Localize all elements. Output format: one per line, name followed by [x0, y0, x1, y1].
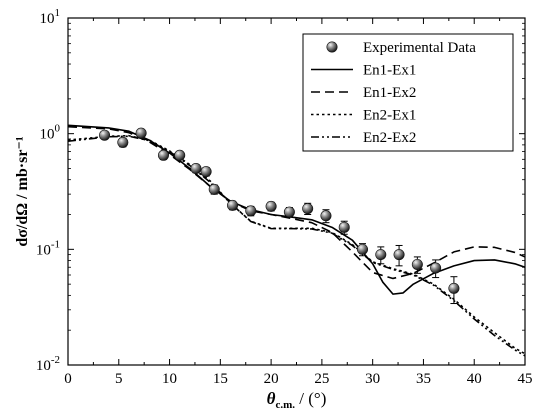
- x-tick-label: 15: [213, 371, 228, 387]
- y-tick-label: 101: [40, 7, 61, 27]
- x-tick-label: 35: [416, 371, 431, 387]
- legend-box: [302, 33, 514, 152]
- data-point: [157, 149, 169, 161]
- legend: Experimental Data En1-Ex1 En1-Ex2 En2-Ex1 En…: [302, 33, 514, 152]
- data-point: [357, 243, 369, 255]
- data-point: [190, 162, 202, 174]
- x-tick-label: 40: [467, 371, 482, 387]
- legend-label: Experimental Data: [363, 40, 476, 56]
- axes: 0 5 10 15 20 25 30 35 40 45 10-2 10-1 100 101: [36, 7, 533, 387]
- x-tick-label: 20: [264, 371, 279, 387]
- y-axis-title: dσ/dΩ / mb·sr⁻¹: [14, 136, 31, 247]
- data-point: [200, 166, 212, 178]
- data-point: [99, 129, 111, 141]
- data-point: [430, 262, 442, 274]
- data-point: [227, 199, 239, 211]
- x-tick-label: 10: [162, 371, 177, 387]
- legend-label: En1-Ex2: [363, 85, 416, 101]
- y-tick-label: 10-2: [36, 354, 60, 374]
- data-point: [411, 258, 423, 270]
- x-tick-label: 45: [518, 371, 533, 387]
- data-point: [338, 221, 350, 233]
- y-tick-label: 100: [40, 123, 61, 143]
- data-point: [448, 282, 460, 294]
- x-tick-label: 0: [64, 371, 72, 387]
- data-point: [245, 205, 257, 217]
- data-point: [320, 210, 332, 222]
- data-point: [375, 249, 387, 261]
- data-point: [208, 183, 220, 195]
- legend-label: En2-Ex2: [363, 130, 416, 146]
- legend-label: En2-Ex1: [363, 108, 416, 124]
- legend-label: En1-Ex1: [363, 63, 416, 79]
- data-points: [99, 127, 460, 305]
- data-point: [283, 206, 295, 218]
- curve-en2-ex2: [68, 135, 525, 357]
- x-tick-label: 5: [115, 371, 123, 387]
- data-point: [174, 149, 186, 161]
- y-tick-label: 10-1: [36, 238, 60, 258]
- curve-en2-ex1: [68, 134, 525, 355]
- x-tick-label: 30: [365, 371, 380, 387]
- x-tick-label: 25: [314, 371, 329, 387]
- data-point: [117, 136, 129, 148]
- curve-en1-ex1: [68, 124, 525, 295]
- data-point: [393, 249, 405, 261]
- data-point: [302, 203, 314, 215]
- data-point: [265, 200, 277, 212]
- x-axis-title: θc.m. / (°): [267, 389, 327, 411]
- legend-marker: [326, 41, 338, 53]
- data-point: [135, 127, 147, 139]
- curves: [68, 124, 525, 357]
- axis-titles: θc.m. / (°) dσ/dΩ / mb·sr⁻¹: [14, 136, 326, 411]
